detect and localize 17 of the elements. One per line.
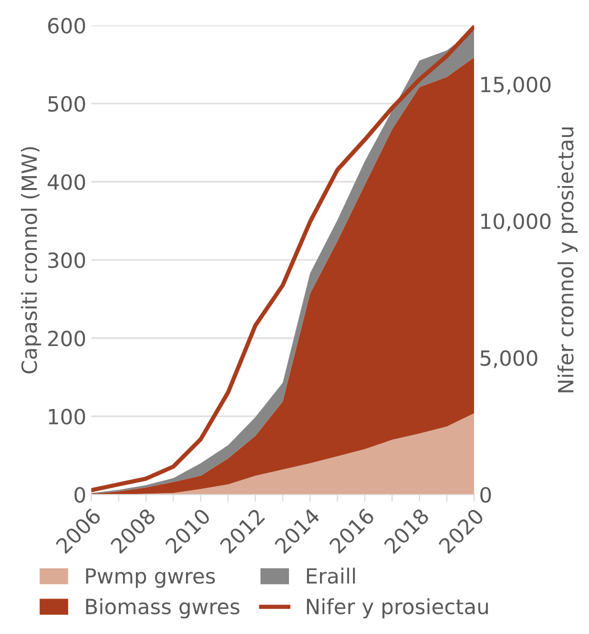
legend-label: Pwmp gwres (86, 568, 215, 588)
y-tick-label: 600 (48, 18, 86, 34)
y-tick-label: 0 (74, 486, 86, 503)
legend-label: Nifer y prosiectau (306, 598, 488, 618)
y2-tick-label: 0 (480, 486, 491, 503)
y2-tick-label: 10,000 (481, 213, 551, 232)
y-tick-label: 500 (48, 96, 86, 112)
y-tick-label: 100 (48, 408, 86, 425)
y2-tick-label: 15,000 (481, 76, 551, 95)
y2-axis-title: Nifer cronnol y prosiectau (557, 128, 578, 392)
y-tick-label: 200 (48, 330, 86, 346)
legend-label: Biomass gwres (86, 598, 240, 618)
legend-label: Eraill (306, 568, 355, 584)
y-tick-label: 400 (48, 174, 86, 190)
y2-tick-label: 5,000 (480, 350, 538, 368)
y-tick-label: 300 (48, 252, 86, 268)
y-axis-title: Capasiti cronnol (MW) (20, 147, 42, 374)
